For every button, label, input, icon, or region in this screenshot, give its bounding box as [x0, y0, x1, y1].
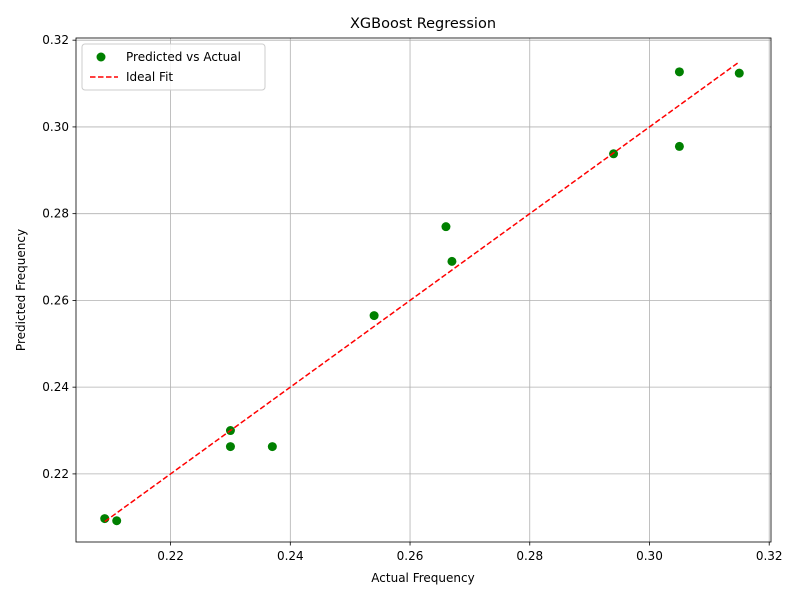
x-tick-label: 0.32 [756, 549, 783, 563]
y-tick-label: 0.28 [42, 207, 69, 221]
y-axis-label: Predicted Frequency [14, 229, 28, 351]
y-tick-label: 0.30 [42, 120, 69, 134]
scatter-point [267, 442, 277, 452]
y-tick-label: 0.24 [42, 380, 69, 394]
x-tick-label: 0.26 [397, 549, 424, 563]
axes-frame [75, 37, 772, 543]
scatter-point [369, 311, 379, 321]
legend-box [81, 43, 266, 91]
scatter-point [674, 141, 684, 151]
scatter-point [112, 516, 122, 526]
legend-label-line: Ideal Fit [126, 70, 173, 84]
ideal-fit-line [104, 61, 740, 523]
x-tick-label: 0.22 [157, 549, 184, 563]
scatter-point [674, 67, 684, 77]
grid [76, 38, 771, 542]
x-tick-label: 0.30 [636, 549, 663, 563]
y-tick-label: 0.32 [42, 33, 69, 47]
scatter-point [441, 222, 451, 232]
x-tick-label: 0.24 [277, 549, 304, 563]
y-tick-label: 0.26 [42, 293, 69, 307]
scatter-point [447, 256, 457, 266]
ticks: 0.22 0.24 0.26 0.28 0.30 0.32 0.22 0.24 0.26 0.28… [42, 33, 782, 563]
y-tick-label: 0.22 [42, 467, 69, 481]
legend-label-scatter: Predicted vs Actual [126, 50, 241, 64]
scatter-point [225, 442, 235, 452]
legend-marker-scatter [96, 52, 106, 62]
x-axis-label: Actual Frequency [371, 571, 474, 585]
scatter-point [734, 68, 744, 78]
x-tick-label: 0.28 [516, 549, 543, 563]
plot-data [100, 61, 744, 526]
legend: Predicted vs Actual Ideal Fit [81, 43, 266, 91]
chart-title: XGBoost Regression [350, 16, 496, 32]
